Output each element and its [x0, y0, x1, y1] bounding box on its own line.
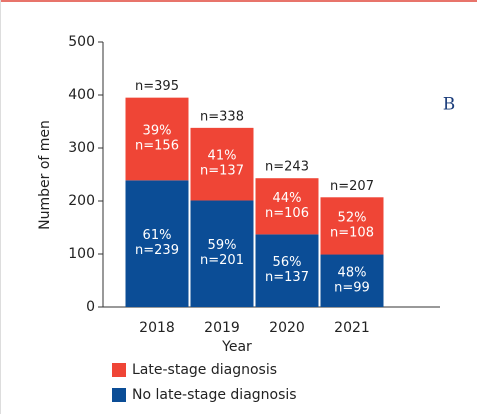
- total-label: n=243: [265, 160, 309, 175]
- y-tick-label: 500: [68, 34, 95, 50]
- percent-label: 52%: [338, 210, 367, 225]
- value-label: n=99: [334, 280, 370, 295]
- legend-label: Late-stage diagnosis: [132, 362, 277, 378]
- value-label: n=106: [265, 206, 309, 221]
- y-axis-label: Number of men: [37, 120, 53, 230]
- y-tick-label: 400: [68, 87, 95, 103]
- legend-label: No late-stage diagnosis: [132, 387, 297, 403]
- value-label: n=137: [200, 164, 244, 179]
- percent-label: 41%: [208, 149, 237, 164]
- total-label: n=395: [135, 79, 179, 94]
- value-label: n=156: [135, 138, 179, 153]
- bar-segment: [255, 234, 319, 307]
- total-label: n=207: [330, 179, 374, 194]
- bar-segment: [320, 254, 384, 307]
- bar-segment: [255, 178, 319, 235]
- y-tick-label: 100: [68, 246, 95, 262]
- y-tick-label: 300: [68, 140, 95, 156]
- value-label: n=137: [265, 270, 309, 285]
- value-label: n=201: [200, 253, 244, 268]
- bar-segment: [190, 200, 254, 307]
- legend-swatch: [112, 388, 126, 402]
- percent-label: 61%: [143, 228, 172, 243]
- value-label: n=108: [330, 225, 374, 240]
- y-tick-label: 0: [86, 299, 95, 315]
- bar-segment: [320, 197, 384, 255]
- percent-label: 44%: [273, 191, 302, 206]
- total-label: n=338: [200, 109, 244, 124]
- bar-segment: [125, 97, 189, 181]
- bar-segment: [190, 127, 254, 201]
- legend-swatch: [112, 363, 126, 377]
- percent-label: 39%: [143, 123, 172, 138]
- bar-segment: [125, 180, 189, 307]
- x-axis-label: Year: [221, 339, 252, 355]
- percent-label: 56%: [273, 255, 302, 270]
- value-label: n=239: [135, 243, 179, 258]
- percent-label: 59%: [208, 238, 237, 253]
- x-tick-label: 2020: [269, 320, 305, 336]
- y-tick-label: 200: [68, 193, 95, 209]
- percent-label: 48%: [338, 265, 367, 280]
- panel-label: B: [443, 95, 456, 115]
- x-tick-label: 2018: [139, 320, 175, 336]
- x-tick-label: 2021: [334, 320, 370, 336]
- x-tick-label: 2019: [204, 320, 240, 336]
